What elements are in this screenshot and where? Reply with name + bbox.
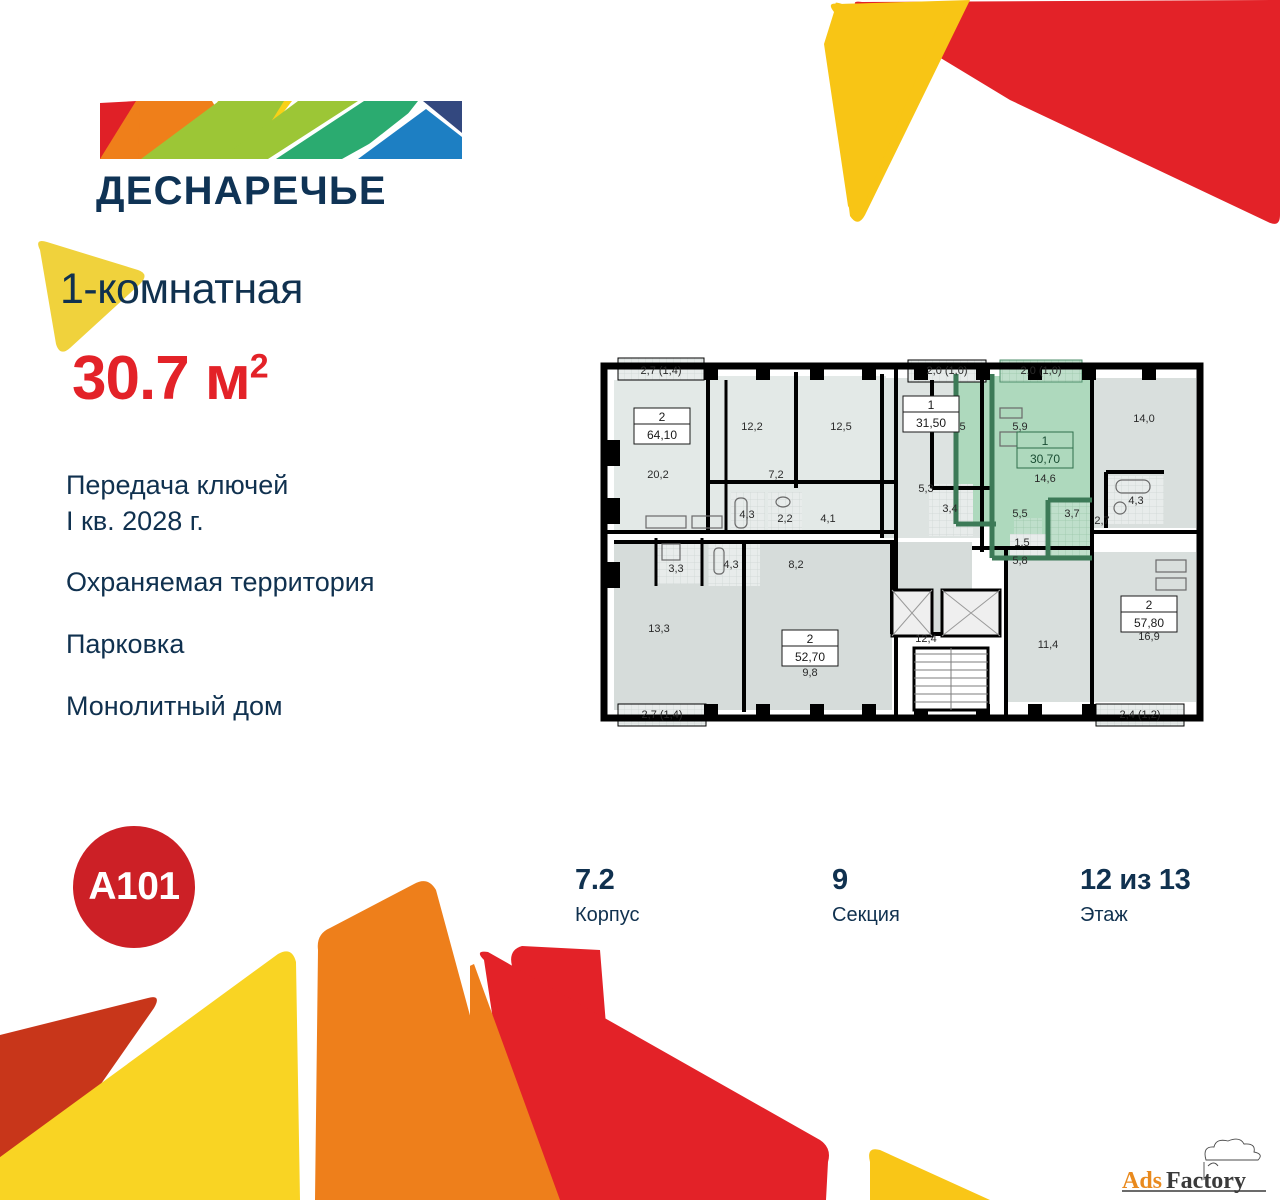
balcony-label: 2,4 (1,2) (1120, 709, 1161, 721)
room-label: 13,3 (648, 623, 669, 635)
room-label: 12,5 (830, 421, 851, 433)
svg-text:52,70: 52,70 (795, 650, 825, 664)
room-label: 8,2 (788, 559, 803, 571)
plan-unit-tags: 2 64,10 2 52,70 1 31,50 1 30,70 (633, 395, 1178, 667)
room-label: 14,0 (1133, 413, 1154, 425)
svg-text:2: 2 (807, 632, 814, 646)
developer-badge: A101 (73, 826, 195, 948)
stat-korpus-label: Корпус (575, 903, 640, 926)
room-label: 7,2 (768, 469, 783, 481)
decorative-shapes-bottom-center (470, 951, 990, 1200)
room-label: 12,2 (741, 421, 762, 433)
unit-tag-bottom-left: 2 52,70 (781, 629, 839, 667)
svg-text:31,50: 31,50 (916, 416, 946, 430)
unit-tag-right: 2 57,80 (1120, 595, 1178, 633)
building-stats: 7.2 Корпус 9 Секция 12 из 13 Этаж (575, 864, 1215, 955)
svg-text:1: 1 (1042, 434, 1049, 448)
stat-etazh-value: 12 из 13 (1080, 864, 1191, 896)
adsfactory-watermark: Ads Factory (1122, 1138, 1266, 1194)
svg-text:64,10: 64,10 (647, 428, 677, 442)
page-title: 1-комнатная (60, 265, 303, 313)
brand-name: ДЕСНАРЕЧЬЕ (96, 169, 387, 213)
plan-walls (600, 362, 1204, 722)
feature-keys-handover: Передача ключей I кв. 2028 г. (66, 468, 536, 539)
room-label: 14,6 (1034, 473, 1055, 485)
area-number: 30.7 (72, 344, 190, 413)
room-label: 2,2 (777, 513, 792, 525)
room-label: 3,4 (942, 503, 957, 515)
brand-logo: ДЕСНАРЕЧЬЕ (96, 95, 496, 211)
room-label: 3,3 (668, 563, 683, 575)
room-label: 5,5 (1012, 508, 1027, 520)
plan-facade-columns (604, 364, 1156, 720)
stat-etazh-label: Этаж (1080, 903, 1128, 926)
area-unit: м (204, 344, 251, 413)
room-label: 4,3 (723, 559, 738, 571)
floor-plan: 2,7 (1,4) 12,2 12,5 20,2 7,2 4,3 2,2 4,1… (596, 352, 1208, 752)
stat-etazh: 12 из 13 Этаж (1080, 864, 1191, 931)
balcony-label: 2,0 (1,0) (927, 365, 968, 377)
room-label: 5,8 (1012, 555, 1027, 567)
room-label: 12,4 (915, 633, 936, 645)
room-label: 5,9 (1012, 421, 1027, 433)
room-label: 3,7 (1064, 508, 1079, 520)
svg-text:1: 1 (928, 398, 935, 412)
feature-monolith: Монолитный дом (66, 690, 283, 721)
svg-text:2: 2 (1146, 598, 1153, 612)
stat-korpus: 7.2 Корпус (575, 864, 640, 931)
svg-text:30,70: 30,70 (1030, 452, 1060, 466)
area-value: 30.7 м2 (72, 347, 269, 410)
balcony-label: 2,0 (1,0) (1021, 365, 1062, 377)
room-label: 5,3 (918, 483, 933, 495)
feature-keys-line2: I кв. 2028 г. (66, 505, 204, 536)
room-label: 2,7 (1094, 515, 1109, 527)
room-label: 1,5 (1014, 537, 1029, 549)
room-label: 4,1 (820, 513, 835, 525)
floor-plan-svg: 2,7 (1,4) 12,2 12,5 20,2 7,2 4,3 2,2 4,1… (600, 357, 1204, 727)
room-label: 9,8 (802, 667, 817, 679)
room-label: 20,2 (647, 469, 668, 481)
area-exponent: 2 (249, 347, 269, 386)
plan-core (890, 588, 1002, 712)
desnarechye-chevron-logo-icon (100, 101, 462, 159)
room-label: 11,4 (1038, 639, 1059, 651)
feature-list: Передача ключей I кв. 2028 г. Охраняемая… (66, 468, 536, 724)
unit-tag-highlighted: 1 30,70 (1016, 431, 1074, 469)
svg-text:2: 2 (659, 410, 666, 424)
svg-text:57,80: 57,80 (1134, 616, 1164, 630)
feature-security: Охраняемая территория (66, 567, 375, 598)
decorative-shapes-top-right (824, 0, 1280, 224)
feature-parking: Парковка (66, 628, 185, 659)
stat-sekciya-label: Секция (832, 903, 900, 926)
unit-tag-center: 1 31,50 (902, 395, 960, 433)
stat-sekciya: 9 Секция (832, 864, 900, 931)
factory-smokestack-icon (1203, 1138, 1261, 1180)
stat-korpus-value: 7.2 (575, 864, 615, 896)
unit-tag-top-left: 2 64,10 (633, 407, 691, 445)
watermark-ads: Ads (1122, 1168, 1162, 1194)
room-label: 4,3 (1128, 495, 1143, 507)
room-label: 16,9 (1138, 631, 1159, 643)
room-label: 4,3 (739, 509, 754, 521)
watermark-factory: Factory (1166, 1168, 1246, 1194)
feature-keys-line1: Передача ключей (66, 470, 289, 500)
decorative-triangle-yellow (38, 241, 145, 352)
balcony-label: 2,7 (1,4) (641, 365, 682, 377)
plan-highlight-walls (953, 374, 1092, 561)
stat-sekciya-value: 9 (832, 864, 848, 896)
balcony-label: 2,7 (1,4) (642, 709, 683, 721)
